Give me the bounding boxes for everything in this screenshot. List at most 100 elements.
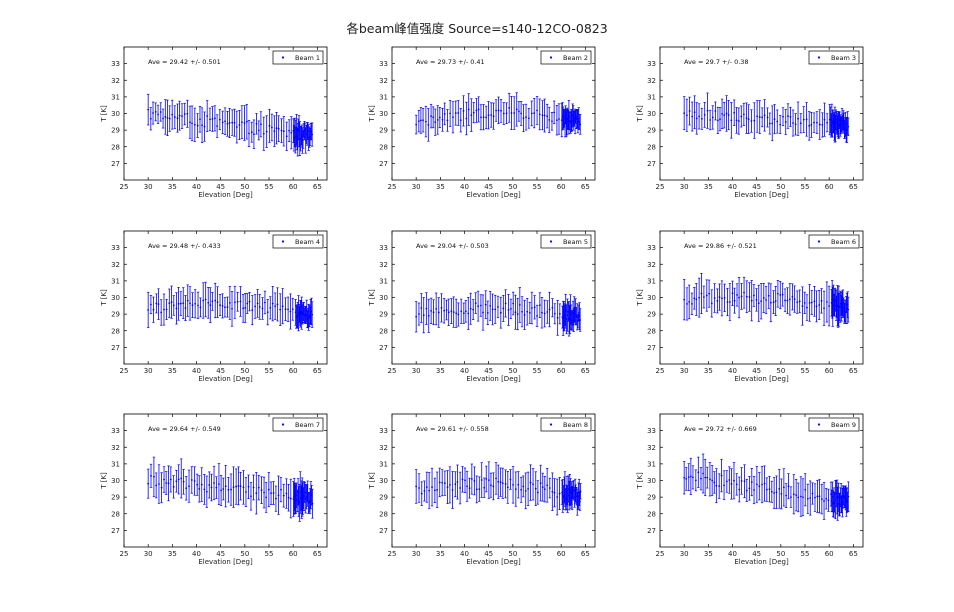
x-tick-label: 60 [289,367,298,375]
data-point [556,316,559,319]
data-point [788,298,791,301]
data-point [708,292,711,295]
x-axis-label: Elevation [Deg] [198,375,253,383]
data-point [740,295,743,298]
data-point [748,487,751,490]
data-point [779,123,782,126]
average-annotation: Ave = 29.04 +/- 0.503 [416,242,489,250]
x-tick-label: 25 [656,550,665,558]
data-point [782,486,785,489]
data-point [530,307,533,309]
y-tick-label: 31 [111,93,120,101]
data-point [691,302,693,305]
y-tick-label: 28 [111,327,120,335]
data-point [454,112,457,114]
data-point [191,304,194,307]
data-point [524,489,527,492]
y-tick-label: 33 [379,244,388,252]
data-point [530,112,533,115]
data-point [818,495,821,498]
x-axis-label: Elevation [Deg] [466,558,521,566]
data-point [816,495,819,498]
legend: Beam 5 [540,234,592,249]
data-point [495,477,497,480]
data-point [186,299,189,302]
x-tick-label: 55 [533,183,542,191]
data-point [506,486,509,489]
x-tick-label: 60 [289,183,298,191]
data-point [820,299,823,302]
data-point [520,488,523,491]
data-point [698,296,701,299]
x-tick-label: 65 [849,183,858,191]
data-point [847,308,850,311]
data-point [514,311,517,314]
data-point [750,481,753,483]
data-point [420,492,423,495]
data-point [839,305,842,308]
data-point [273,130,276,133]
legend-label: Beam 9 [831,421,856,429]
data-point [268,124,271,127]
data-point [236,300,239,303]
data-point [287,496,290,499]
data-point [218,483,220,486]
data-point [475,488,478,491]
data-point [518,110,520,113]
data-point [177,478,180,481]
data-point [740,115,743,118]
data-point [494,308,497,311]
legend-marker [817,423,821,426]
data-point [721,297,723,300]
data-point [264,301,266,304]
data-point [553,312,556,315]
data-point [720,474,723,477]
y-tick-label: 27 [379,160,388,168]
data-point [750,299,753,302]
data-point [820,498,823,500]
data-point [796,301,799,304]
data-point [558,118,560,120]
data-point [311,313,314,316]
data-point [492,485,495,488]
panel-beam-1: 25 30 35 40 45 50 55 60 65 27 28 29 30 31 32 33 Elevatio… [100,46,328,199]
data-point [721,112,723,115]
y-tick-label: 32 [379,261,388,269]
data-point [800,495,802,498]
data-point [767,294,770,297]
data-point [810,301,813,304]
data-point [260,489,263,492]
x-tick-label: 65 [313,367,322,375]
data-point [197,304,199,307]
x-tick-label: 30 [144,183,153,191]
legend: Beam 3 [808,50,860,65]
data-point [490,484,492,487]
data-point [253,133,255,136]
data-point [774,300,777,302]
x-tick-label: 50 [776,367,785,375]
data-point [190,479,193,481]
y-tick-label: 33 [647,427,656,435]
data-point [163,308,165,311]
y-tick-label: 33 [379,60,388,68]
data-point [221,305,224,307]
data-point [158,483,160,485]
data-point [155,302,158,305]
data-point [806,306,808,309]
legend: Beam 6 [808,234,860,249]
data-point [725,112,728,115]
x-axis-label: Elevation [Deg] [198,558,253,566]
data-point [753,119,756,122]
x-tick-label: 35 [436,183,445,191]
y-tick-label: 28 [379,510,388,518]
data-point [231,121,234,124]
data-point [716,119,719,122]
data-point [510,308,512,310]
y-tick-label: 31 [379,93,388,101]
y-tick-label: 28 [111,510,120,518]
data-point [735,119,738,122]
data-point [175,307,178,310]
data-point [698,115,700,118]
data-point [823,307,825,310]
data-point [813,121,815,124]
